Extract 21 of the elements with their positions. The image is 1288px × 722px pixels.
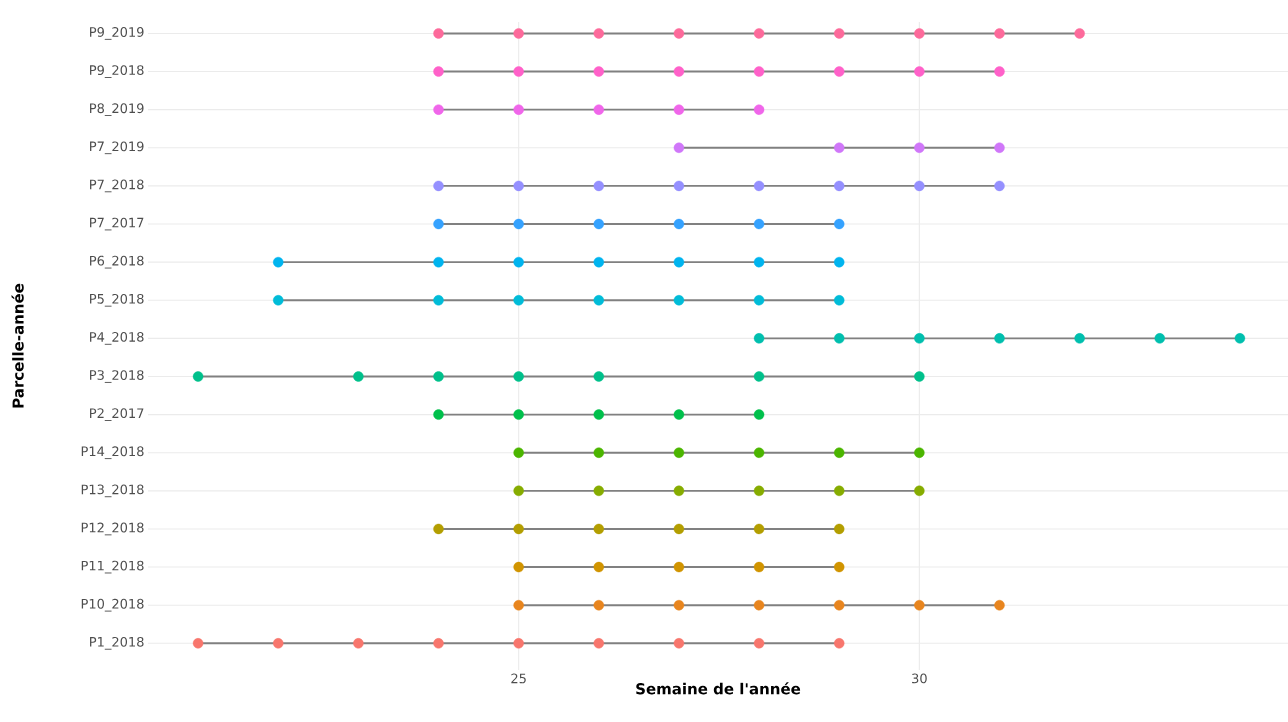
y-tick-label: P10_2018 xyxy=(81,598,144,612)
y-tick-label: P3_2018 xyxy=(90,370,144,383)
x-axis-title: Semaine de l'année xyxy=(636,682,801,695)
y-tick-label: P12_2018 xyxy=(81,522,144,536)
y-tick-label: P8_2019 xyxy=(90,103,144,117)
y-tick-label: P6_2018 xyxy=(90,255,144,269)
y-tick-label: P4_2018 xyxy=(90,332,144,345)
y-tick-label: P1_2018 xyxy=(90,636,144,650)
y-tick-label: P13_2018 xyxy=(81,484,144,498)
y-tick-label: P11_2018 xyxy=(81,560,144,574)
y-axis-title: Parcelle-année xyxy=(11,283,24,408)
y-tick-label: P5_2018 xyxy=(90,293,144,307)
x-tick-label: 25 xyxy=(511,673,526,684)
x-tick-label: 30 xyxy=(912,673,927,684)
y-tick-label: P7_2018 xyxy=(90,179,144,193)
y-tick-label: P2_2017 xyxy=(90,408,144,421)
y-tick-label: P7_2019 xyxy=(90,141,144,155)
y-tick-label: P14_2018 xyxy=(81,446,144,460)
y-tick-label: P9_2019 xyxy=(90,27,144,40)
y-tick-label: P9_2018 xyxy=(90,65,144,78)
y-tick-label: P7_2017 xyxy=(90,217,144,231)
